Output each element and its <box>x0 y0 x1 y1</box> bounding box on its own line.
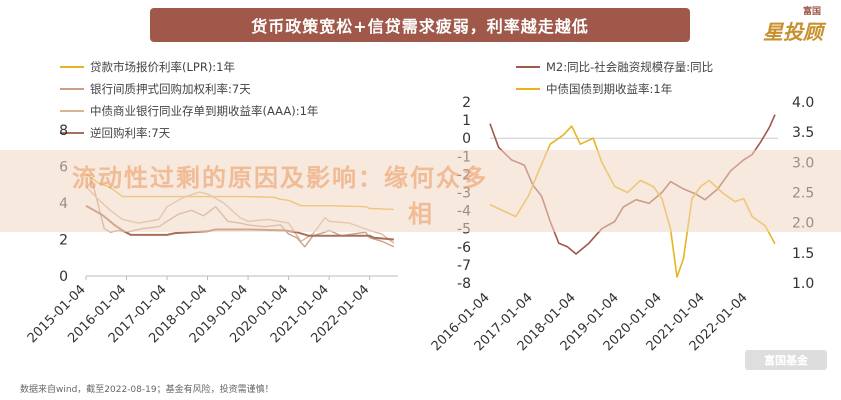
right-chart-legend: M2:同比-社会融资规模存量:同比 中债国债到期收益率:1年 <box>516 56 713 100</box>
left-legend-item: 逆回购利率:7天 <box>60 122 318 144</box>
watermark-line-2: 相 <box>408 200 434 228</box>
bottom-brand-badge: 富国基金 <box>745 350 827 370</box>
left-legend-item: 中债商业银行同业存单到期收益率(AAA):1年 <box>60 100 318 122</box>
right-right-y-tick-label: 1.5 <box>792 246 814 262</box>
left-y-tick-label: 2 <box>59 233 68 249</box>
right-legend-swatch <box>516 66 540 68</box>
left-legend-swatch <box>60 110 84 112</box>
brand-logo: 富国 星投顾 <box>741 4 827 44</box>
right-right-y-tick-label: 1.0 <box>792 276 814 292</box>
left-legend-label: 贷款市场报价利率(LPR):1年 <box>90 60 235 74</box>
data-source-footnote: 数据来自wind，截至2022-08-19；基金有风险，投资需谨慎！ <box>20 385 274 395</box>
left-legend-swatch <box>60 88 84 90</box>
left-legend-item: 银行间质押式回购加权利率:7天 <box>60 78 318 100</box>
right-right-y-tick-label: 2.5 <box>792 186 814 202</box>
right-legend-label: 中债国债到期收益率:1年 <box>546 82 673 96</box>
brand-parent-text: 富国 <box>802 7 821 17</box>
left-y-tick-label: 4 <box>59 196 68 212</box>
left-y-tick-label: 6 <box>59 160 68 176</box>
right-right-y-tick-label: 3.5 <box>792 125 814 141</box>
left-legend-label: 中债商业银行同业存单到期收益率(AAA):1年 <box>90 104 319 118</box>
right-right-y-tick-label: 4.0 <box>792 95 814 111</box>
left-legend-swatch <box>60 132 84 134</box>
left-legend-label: 银行间质押式回购加权利率:7天 <box>90 82 251 96</box>
right-left-y-tick-label: 1 <box>462 113 471 129</box>
right-right-y-tick-label: 2.0 <box>792 216 814 232</box>
left-legend-item: 贷款市场报价利率(LPR):1年 <box>60 56 318 78</box>
right-legend-item: 中债国债到期收益率:1年 <box>516 78 713 100</box>
right-left-y-tick-label: 2 <box>462 95 471 111</box>
right-left-y-tick-label: -8 <box>457 276 471 292</box>
right-legend-item: M2:同比-社会融资规模存量:同比 <box>516 56 713 78</box>
right-legend-swatch <box>516 88 540 90</box>
right-legend-label: M2:同比-社会融资规模存量:同比 <box>546 60 714 74</box>
left-chart-legend: 贷款市场报价利率(LPR):1年银行间质押式回购加权利率:7天中债商业银行同业存… <box>60 56 318 144</box>
right-left-y-tick-label: -6 <box>457 240 471 256</box>
watermark-line-1: 流动性过剩的原因及影响：缘何众多 <box>72 164 488 192</box>
right-left-y-tick-label: -7 <box>457 258 471 274</box>
right-right-y-tick-label: 3.0 <box>792 155 814 171</box>
chart-title-banner: 货币政策宽松+信贷需求疲弱，利率越走越低 <box>150 8 690 42</box>
right-left-y-tick-label: 0 <box>462 131 471 147</box>
left-y-tick-label: 8 <box>59 123 68 139</box>
brand-name-text: 星投顾 <box>763 20 823 44</box>
left-legend-label: 逆回购利率:7天 <box>90 126 171 140</box>
left-legend-swatch <box>60 66 84 68</box>
left-y-tick-label: 0 <box>59 269 68 285</box>
watermark-text: 流动性过剩的原因及影响：缘何众多 相 <box>72 160 792 232</box>
